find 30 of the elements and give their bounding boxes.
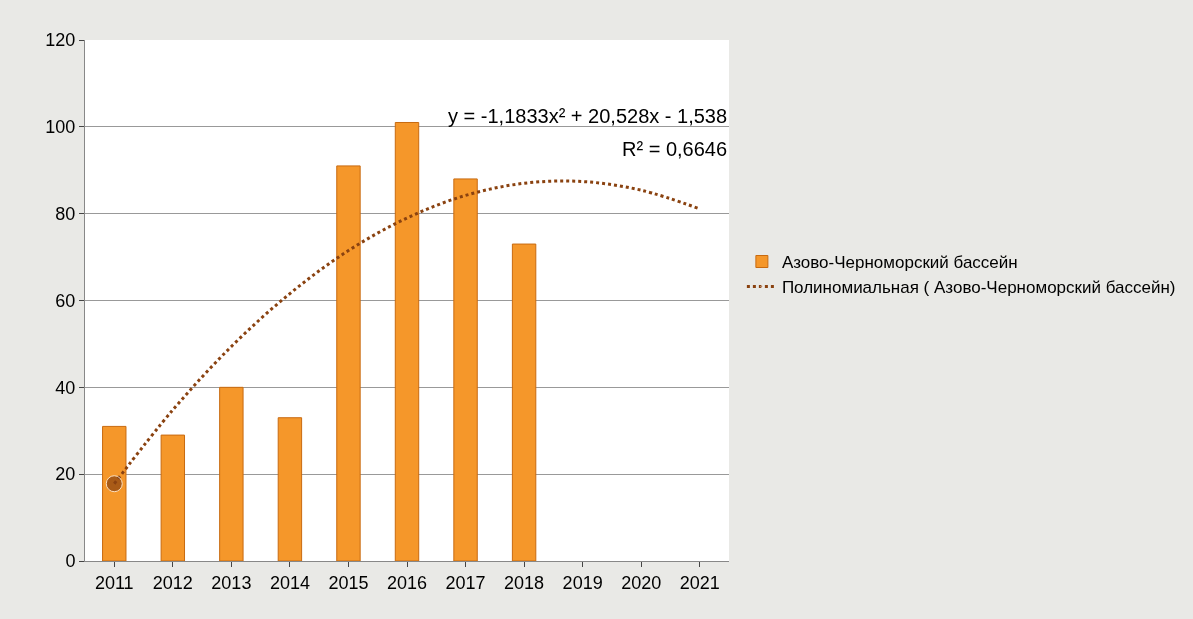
x-tick-label: 2014 (269, 572, 310, 593)
x-tick-label: 2015 (328, 572, 369, 593)
bar (160, 434, 186, 561)
x-tick-label: 2018 (504, 572, 545, 593)
x-tick-label: 2012 (152, 572, 193, 593)
legend-label: Азово-Черноморский бассейн (781, 253, 1018, 273)
y-tick-label: 80 (55, 203, 76, 224)
x-tick-label: 2020 (621, 572, 662, 593)
y-tick-label: 120 (45, 30, 76, 51)
x-tick-label: 2017 (445, 572, 486, 593)
annotation: y = -1,1833x² + 20,528x - 1,538 (448, 105, 728, 127)
bar (219, 386, 244, 561)
y-tick-label: 60 (55, 290, 76, 311)
x-tick-label: 2013 (211, 572, 252, 593)
y-tick-label: 0 (65, 551, 76, 572)
legend-label: Полиномиальная ( Азово-Черноморский бассейн) (781, 278, 1176, 298)
bar (453, 178, 478, 561)
x-tick-label: 2016 (386, 572, 428, 593)
bar (336, 165, 361, 561)
y-tick-label: 100 (45, 117, 76, 138)
annotation: R² = 0,6646 (622, 138, 728, 160)
x-tick-label: 2019 (562, 572, 603, 593)
y-tick-label: 40 (55, 377, 76, 398)
bar (277, 417, 303, 561)
y-tick-label: 20 (55, 464, 76, 485)
x-tick-label: 2011 (94, 572, 134, 593)
x-tick-label: 2021 (679, 572, 720, 593)
bar (102, 425, 127, 561)
bar (511, 243, 537, 561)
bar (394, 121, 420, 561)
